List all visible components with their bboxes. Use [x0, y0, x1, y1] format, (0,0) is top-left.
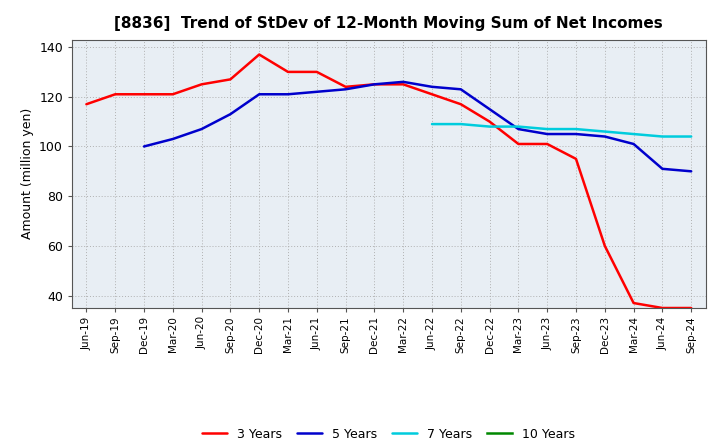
- 5 Years: [572, 132, 580, 137]
- 3 Years: [226, 77, 235, 82]
- 3 Years: [168, 92, 177, 97]
- 3 Years: [111, 92, 120, 97]
- 5 Years: [514, 126, 523, 132]
- 5 Years: [629, 141, 638, 147]
- 3 Years: [284, 69, 292, 74]
- 5 Years: [600, 134, 609, 139]
- 3 Years: [456, 102, 465, 107]
- 7 Years: [456, 121, 465, 127]
- 3 Years: [629, 301, 638, 306]
- 5 Years: [485, 106, 494, 112]
- 3 Years: [687, 305, 696, 311]
- 7 Years: [514, 124, 523, 129]
- Y-axis label: Amount (million yen): Amount (million yen): [21, 108, 34, 239]
- 5 Years: [226, 111, 235, 117]
- Line: 5 Years: 5 Years: [144, 82, 691, 171]
- 3 Years: [600, 243, 609, 249]
- 3 Years: [255, 52, 264, 57]
- 7 Years: [543, 126, 552, 132]
- 5 Years: [370, 82, 379, 87]
- 7 Years: [485, 124, 494, 129]
- 5 Years: [456, 87, 465, 92]
- 3 Years: [341, 84, 350, 89]
- 3 Years: [82, 102, 91, 107]
- 3 Years: [658, 305, 667, 311]
- 5 Years: [197, 126, 206, 132]
- 3 Years: [399, 82, 408, 87]
- 5 Years: [658, 166, 667, 172]
- Line: 7 Years: 7 Years: [432, 124, 691, 136]
- 3 Years: [572, 156, 580, 161]
- 5 Years: [687, 169, 696, 174]
- 7 Years: [687, 134, 696, 139]
- 5 Years: [543, 132, 552, 137]
- 3 Years: [514, 141, 523, 147]
- 7 Years: [428, 121, 436, 127]
- 5 Years: [140, 144, 148, 149]
- 3 Years: [197, 82, 206, 87]
- 7 Years: [572, 126, 580, 132]
- 5 Years: [312, 89, 321, 95]
- 7 Years: [600, 129, 609, 134]
- 7 Years: [629, 132, 638, 137]
- 3 Years: [485, 119, 494, 124]
- Line: 3 Years: 3 Years: [86, 55, 691, 308]
- 5 Years: [399, 79, 408, 84]
- Title: [8836]  Trend of StDev of 12-Month Moving Sum of Net Incomes: [8836] Trend of StDev of 12-Month Moving…: [114, 16, 663, 32]
- Legend: 3 Years, 5 Years, 7 Years, 10 Years: 3 Years, 5 Years, 7 Years, 10 Years: [202, 428, 575, 440]
- 3 Years: [312, 69, 321, 74]
- 3 Years: [370, 82, 379, 87]
- 5 Years: [428, 84, 436, 89]
- 5 Years: [284, 92, 292, 97]
- 3 Years: [428, 92, 436, 97]
- 5 Years: [255, 92, 264, 97]
- 5 Years: [341, 87, 350, 92]
- 5 Years: [168, 136, 177, 142]
- 7 Years: [658, 134, 667, 139]
- 3 Years: [140, 92, 148, 97]
- 3 Years: [543, 141, 552, 147]
